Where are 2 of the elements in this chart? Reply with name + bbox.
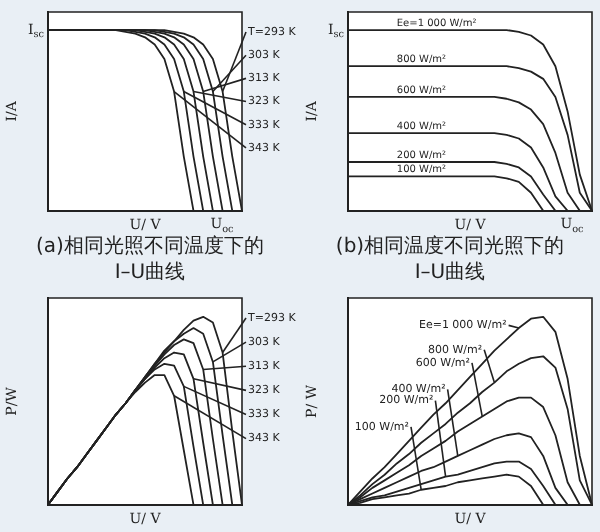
text: (b)相同温度不同光照下的I–U曲线 (333, 234, 567, 286)
text: (a)相同光照不同温度下的I–U曲线 (34, 234, 266, 286)
